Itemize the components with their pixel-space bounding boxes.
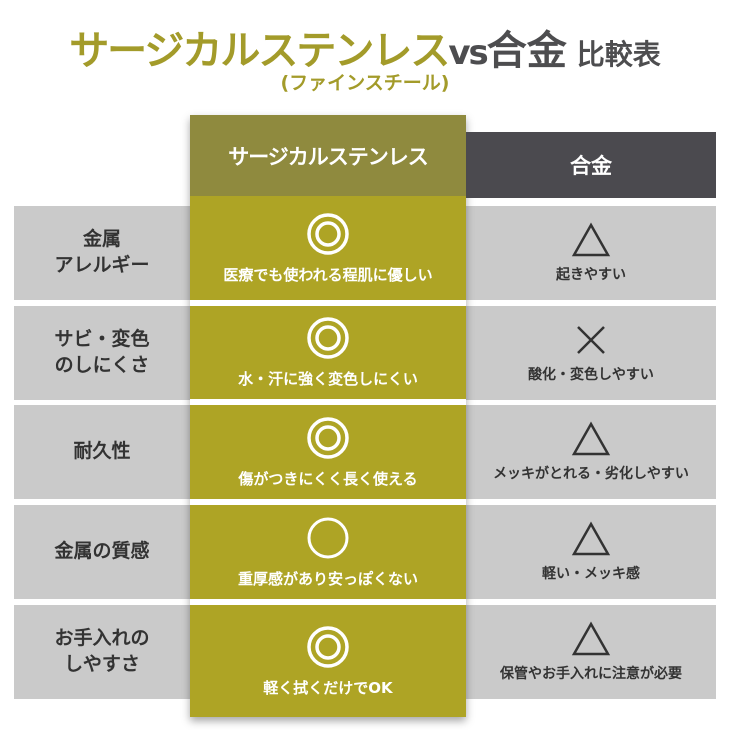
circle-icon [306,516,350,560]
double-circle-icon [306,212,350,256]
double-circle-icon [306,316,350,360]
stainless-cell: 重厚感があり安っぽくない [190,505,466,599]
row-label-text: 金属 アレルギー [54,228,150,276]
stainless-cell: 傷がつきにくく長く使える [190,405,466,499]
alloy-text: 保管やお手入れに注意が必要 [500,666,682,682]
stainless-text: 傷がつきにくく長く使える [238,469,418,488]
stainless-column: サージカルステンレス 医療でも使われる程肌に優しい 水・汗に強く変色しにくい 傷がつ… [190,115,466,717]
stainless-header: サージカルステンレス [190,115,466,196]
stainless-cell: 水・汗に強く変色しにくい [190,306,466,399]
row-label: サビ・変色 のしにくさ [14,306,190,400]
cross-icon [573,322,609,358]
row-label-text: サビ・変色 のしにくさ [54,328,150,376]
page-title: サージカルステンレスvs合金 比較表 [0,18,730,76]
row-label: 金属の質感 [14,505,190,599]
triangle-icon [571,222,611,258]
alloy-text: 酸化・変色しやすい [528,367,654,383]
title-vs: vs [448,33,488,73]
stainless-cell: 軽く拭くだけでOK [190,605,466,717]
alloy-text: 軽い・メッキ感 [542,566,640,582]
row-label-text: お手入れの しやすさ [54,627,150,675]
triangle-icon [571,421,611,457]
triangle-icon [571,621,611,657]
row-label: お手入れの しやすさ [14,605,190,699]
stainless-text: 軽く拭くだけでOK [263,678,393,697]
row-label-text: 金属の質感 [54,540,150,563]
alloy-cell: 起きやすい [466,206,716,300]
row-label-text: 耐久性 [73,440,131,463]
alloy-cell: 酸化・変色しやすい [466,306,716,400]
stainless-cell: 医療でも使われる程肌に優しい [190,196,466,300]
alloy-text: 起きやすい [556,267,626,283]
row-label: 金属 アレルギー [14,206,190,300]
alloy-cell: 保管やお手入れに注意が必要 [466,605,716,699]
title-stainless: サージカルステンレス [69,28,450,74]
stainless-text: 水・汗に強く変色しにくい [238,370,418,388]
subtitle: (ファインスチール) [280,72,450,94]
alloy-header: 合金 [466,132,716,198]
double-circle-icon [306,625,350,669]
triangle-icon [571,521,611,557]
row-label: 耐久性 [14,405,190,499]
stainless-text: 医療でも使われる程肌に優しい [223,265,433,284]
stainless-text: 重厚感があり安っぽくない [237,569,418,588]
title-alloy: 合金 [486,28,567,74]
title-comparison: 比較表 [576,38,661,71]
double-circle-icon [306,416,350,460]
alloy-text: メッキがとれる・劣化しやすい [493,466,689,482]
alloy-cell: 軽い・メッキ感 [466,505,716,599]
alloy-cell: メッキがとれる・劣化しやすい [466,405,716,499]
